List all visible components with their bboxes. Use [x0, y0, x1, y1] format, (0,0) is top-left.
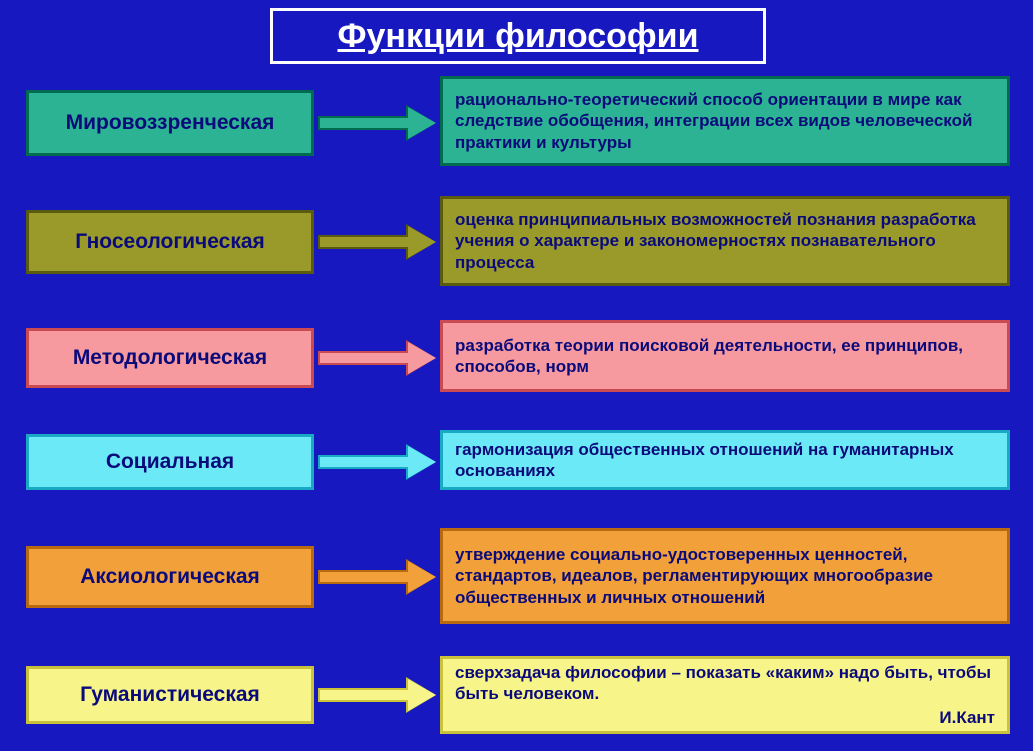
arrow-icon: [318, 679, 436, 711]
arrow-icon: [318, 107, 436, 139]
function-label: Методологическая: [26, 328, 314, 388]
function-label: Социальная: [26, 434, 314, 490]
diagram-canvas: Функции философии Мировоззренческая рацио…: [0, 0, 1033, 751]
function-label: Аксиологическая: [26, 546, 314, 608]
function-description: сверхзадача философии – показать «каким»…: [440, 656, 1010, 734]
function-label: Гуманистическая: [26, 666, 314, 724]
arrow-icon: [318, 561, 436, 593]
function-label: Гносеологическая: [26, 210, 314, 274]
function-description: рационально-теоретический способ ориента…: [440, 76, 1010, 166]
diagram-title: Функции философии: [270, 8, 766, 64]
arrow-icon: [318, 226, 436, 258]
function-description: разработка теории поисковой деятельности…: [440, 320, 1010, 392]
arrow-icon: [318, 446, 436, 478]
function-label: Мировоззренческая: [26, 90, 314, 156]
arrow-icon: [318, 342, 436, 374]
function-description: оценка принципиальных возможностей позна…: [440, 196, 1010, 286]
function-description: гармонизация общественных отношений на г…: [440, 430, 1010, 490]
function-description: утверждение социально-удостоверенных цен…: [440, 528, 1010, 624]
description-text: сверхзадача философии – показать «каким»…: [455, 663, 991, 703]
attribution-text: И.Кант: [455, 707, 995, 728]
